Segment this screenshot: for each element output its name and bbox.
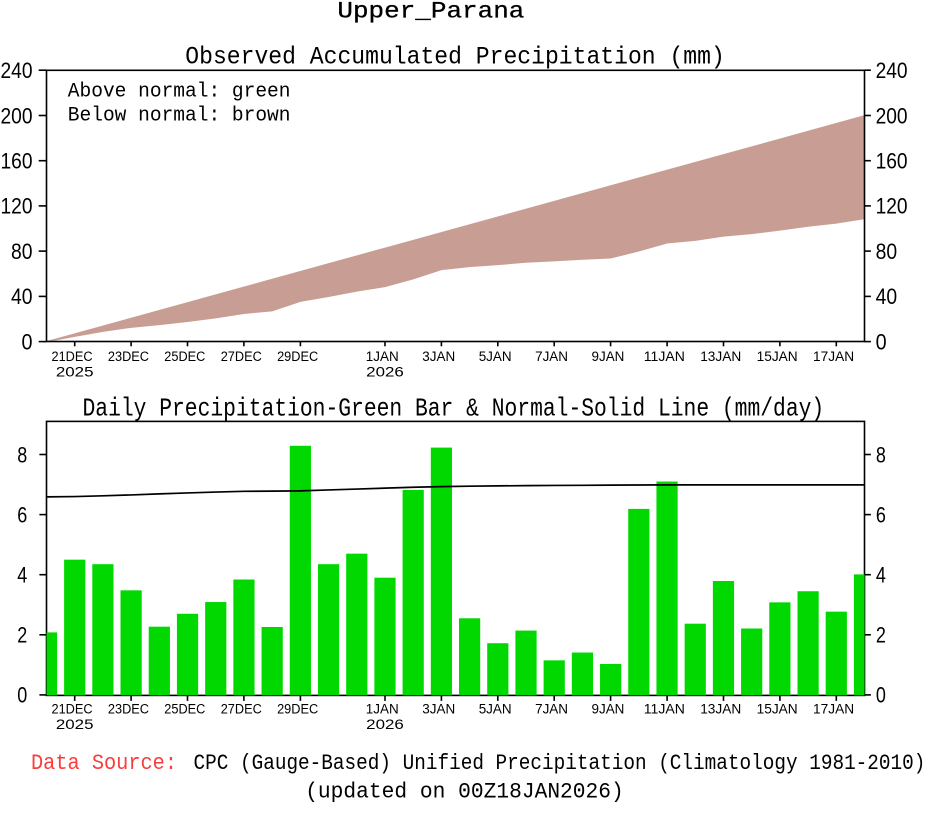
svg-text:200: 200: [876, 103, 908, 128]
svg-text:15JAN: 15JAN: [757, 348, 798, 364]
svg-text:9JAN: 9JAN: [592, 701, 625, 717]
svg-text:5JAN: 5JAN: [479, 348, 512, 364]
svg-text:1JAN: 1JAN: [366, 701, 399, 717]
svg-text:3JAN: 3JAN: [422, 348, 455, 364]
svg-text:2026: 2026: [366, 716, 404, 732]
svg-text:1JAN: 1JAN: [366, 348, 399, 364]
svg-text:9JAN: 9JAN: [592, 348, 625, 364]
svg-text:7JAN: 7JAN: [535, 701, 568, 717]
svg-text:15JAN: 15JAN: [757, 701, 798, 717]
svg-text:Daily Precipitation-Green Bar: Daily Precipitation-Green Bar & Normal-S…: [83, 395, 825, 424]
svg-text:6: 6: [876, 502, 886, 527]
svg-text:Above normal: green: Above normal: green: [68, 80, 291, 103]
svg-text:25DEC: 25DEC: [164, 701, 205, 717]
svg-text:Observed Accumulated Precipita: Observed Accumulated Precipitation (mm): [185, 43, 725, 72]
svg-text:2025: 2025: [56, 363, 94, 379]
svg-text:17JAN: 17JAN: [813, 701, 854, 717]
svg-text:3JAN: 3JAN: [422, 701, 455, 717]
svg-text:120: 120: [1, 194, 33, 219]
svg-text:240: 240: [876, 58, 908, 83]
svg-text:Data Source:: Data Source:: [31, 751, 177, 776]
svg-text:6: 6: [17, 502, 27, 527]
svg-text:17JAN: 17JAN: [813, 348, 854, 364]
svg-text:7JAN: 7JAN: [535, 348, 568, 364]
svg-text:13JAN: 13JAN: [700, 701, 741, 717]
svg-text:23DEC: 23DEC: [108, 701, 149, 717]
svg-text:80: 80: [11, 239, 33, 264]
svg-text:Below normal: brown: Below normal: brown: [68, 104, 291, 127]
svg-text:0: 0: [876, 683, 886, 708]
svg-text:8: 8: [17, 442, 27, 467]
svg-text:40: 40: [11, 284, 33, 309]
svg-text:23DEC: 23DEC: [108, 348, 149, 364]
svg-text:160: 160: [1, 149, 33, 174]
svg-text:40: 40: [876, 284, 898, 309]
svg-text:200: 200: [1, 103, 33, 128]
svg-text:4: 4: [876, 563, 886, 588]
svg-text:2: 2: [876, 623, 886, 648]
svg-text:2025: 2025: [56, 716, 94, 732]
svg-text:240: 240: [1, 58, 33, 83]
svg-text:0: 0: [17, 683, 27, 708]
svg-text:27DEC: 27DEC: [221, 701, 262, 717]
svg-text:0: 0: [876, 329, 887, 354]
svg-text:2: 2: [17, 623, 27, 648]
svg-text:5JAN: 5JAN: [479, 701, 512, 717]
svg-text:160: 160: [876, 149, 908, 174]
svg-text:21DEC: 21DEC: [52, 701, 93, 717]
svg-text:21DEC: 21DEC: [52, 348, 93, 364]
svg-text:11JAN: 11JAN: [644, 701, 685, 717]
svg-text:2026: 2026: [366, 363, 404, 379]
svg-text:8: 8: [876, 442, 886, 467]
svg-text:CPC (Gauge-Based) Unified Prec: CPC (Gauge-Based) Unified Precipitation …: [194, 751, 926, 776]
svg-text:27DEC: 27DEC: [221, 348, 262, 364]
svg-text:120: 120: [876, 194, 908, 219]
svg-text:80: 80: [876, 239, 898, 264]
svg-text:29DEC: 29DEC: [277, 701, 318, 717]
svg-text:(updated on 00Z18JAN2026): (updated on 00Z18JAN2026): [305, 780, 624, 805]
svg-text:0: 0: [22, 329, 33, 354]
svg-text:29DEC: 29DEC: [277, 348, 318, 364]
svg-text:25DEC: 25DEC: [164, 348, 205, 364]
svg-text:Upper_Parana: Upper_Parana: [337, 0, 524, 25]
svg-text:11JAN: 11JAN: [644, 348, 685, 364]
svg-text:4: 4: [17, 563, 27, 588]
svg-text:13JAN: 13JAN: [700, 348, 741, 364]
